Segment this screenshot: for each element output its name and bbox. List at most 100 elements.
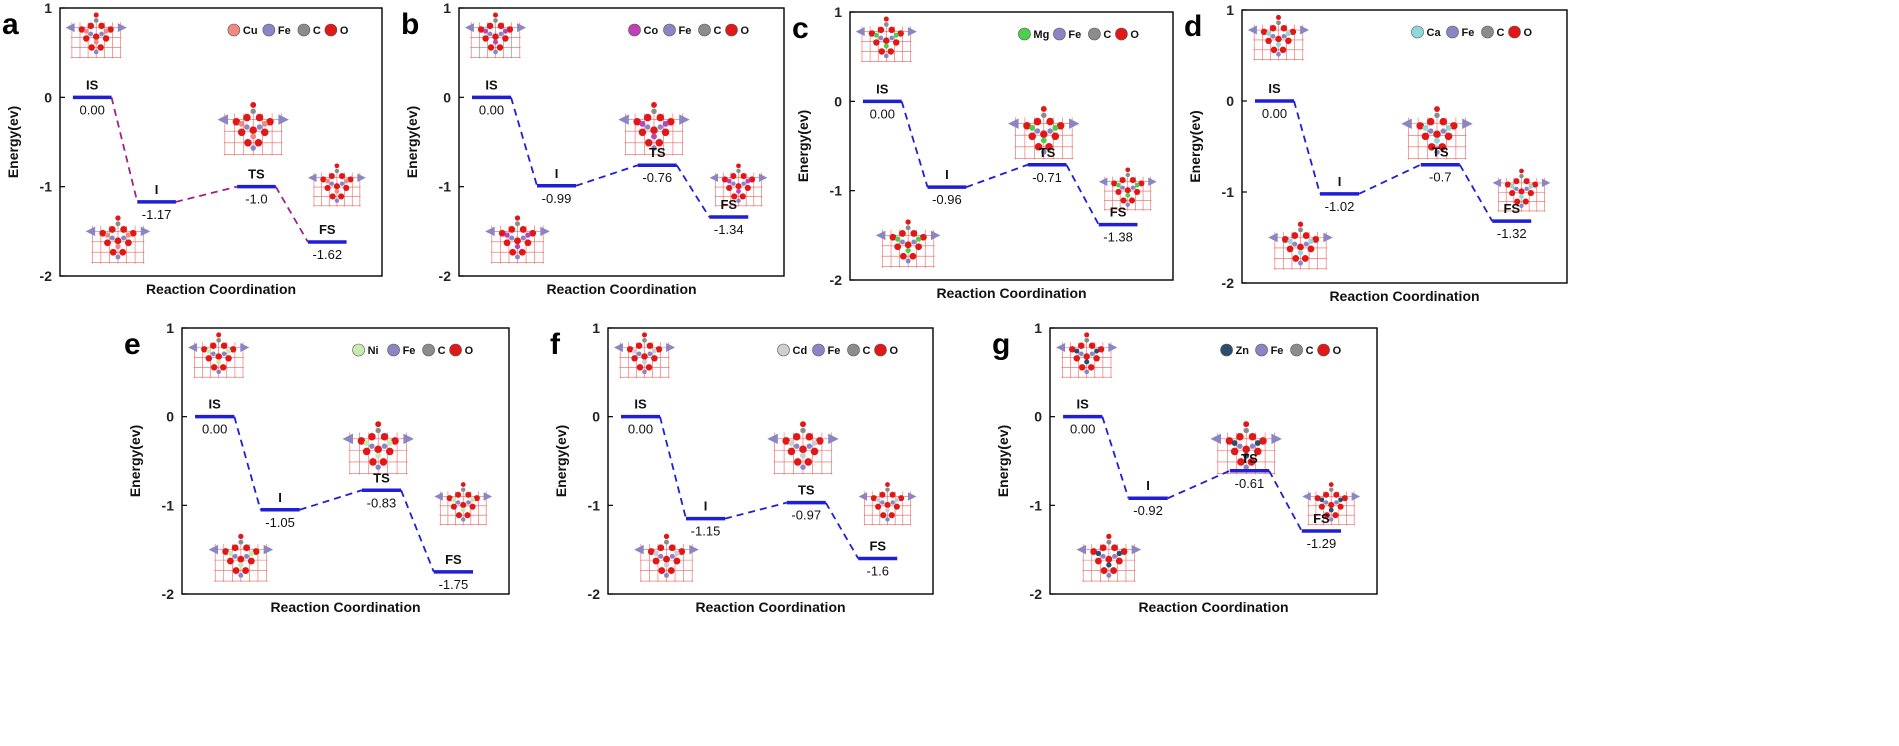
dopant-atom [375, 452, 382, 459]
crystal-structure-c-i [875, 219, 941, 268]
dopant-atom [885, 507, 890, 513]
o-atom [643, 113, 652, 122]
crystal-structure-d-ts [1401, 106, 1473, 160]
o-atom [1328, 501, 1335, 509]
c-atom [885, 487, 890, 492]
dopant-atom [895, 236, 901, 242]
o-atom [260, 128, 269, 137]
o-atom [631, 355, 638, 362]
y-axis-title: Energy(ev) [553, 425, 569, 497]
o-atom [868, 30, 876, 37]
x-axis-title: Reaction Coordination [146, 281, 296, 297]
state-label: TS [373, 470, 390, 485]
dopant-atom [492, 39, 499, 45]
o-atom [88, 44, 95, 51]
o-atom [369, 458, 377, 466]
dopant-atom [811, 440, 818, 446]
legend-marker [422, 343, 435, 357]
o-atom [1439, 117, 1448, 126]
o-atom [205, 355, 213, 362]
fe-atom [1089, 351, 1095, 357]
y-tick-label: -2 [162, 586, 175, 602]
y-tick-label: 0 [592, 409, 600, 425]
legend-marker [874, 343, 887, 357]
dopant-atom [238, 562, 244, 568]
fe-atom [1334, 500, 1339, 505]
y-axis-title: Energy(ev) [1187, 110, 1203, 182]
panel-letter: c [792, 12, 809, 45]
fe-atom [210, 351, 216, 357]
y-axis-title: Energy(ev) [127, 425, 143, 497]
o-atom [1045, 142, 1053, 151]
o-atom [514, 237, 521, 245]
state-label: TS [1039, 145, 1056, 160]
fe-atom [244, 553, 250, 559]
dopant-atom [1319, 497, 1325, 503]
y-tick-label: -1 [1030, 497, 1043, 513]
fe-atom [1041, 149, 1047, 155]
o-atom [792, 432, 801, 441]
c-atom [642, 337, 647, 343]
legend-marker [663, 23, 676, 37]
o-atom [1028, 132, 1037, 141]
o-atom [1124, 187, 1131, 194]
fe-atom [1514, 186, 1519, 192]
energy-value-label: -0.7 [1429, 170, 1451, 185]
o-atom [226, 557, 234, 565]
o-atom [455, 512, 463, 519]
legend-marker [1255, 343, 1268, 357]
fe-atom [1351, 492, 1361, 501]
panel-letter: e [124, 328, 141, 361]
crystal-structure-g-ts [1210, 421, 1282, 475]
o-atom [320, 176, 327, 183]
o-atom [1073, 355, 1081, 362]
fe-atom [669, 553, 675, 559]
fe-atom [905, 258, 911, 264]
crystal-structure-c-ts [1008, 106, 1080, 160]
o-atom [102, 35, 110, 42]
dopant-atom [663, 562, 670, 568]
o-atom [1242, 445, 1250, 454]
energy-value-label: -1.34 [714, 222, 744, 237]
c-atom [1276, 20, 1281, 26]
o-atom [782, 437, 790, 445]
dopant-atom [726, 178, 732, 184]
dopant-atom [1231, 440, 1238, 446]
o-atom [656, 113, 665, 122]
dopant-atom [1266, 31, 1272, 37]
o-atom [899, 252, 907, 260]
c-atom [250, 108, 256, 114]
c-atom [515, 221, 520, 227]
o-atom [464, 512, 471, 519]
legend-marker [1115, 27, 1128, 41]
o-atom [800, 421, 806, 428]
connector-line [575, 164, 639, 187]
fe-atom [278, 114, 289, 125]
o-atom [909, 252, 917, 260]
fe-atom [1427, 128, 1434, 134]
y-axis-title: Energy(ev) [795, 110, 811, 182]
fe-atom [1329, 517, 1334, 522]
legend-marker [1446, 25, 1459, 39]
o-atom [1328, 482, 1334, 487]
o-atom [362, 447, 371, 456]
fe-atom [1008, 118, 1019, 129]
fe-atom [1292, 241, 1298, 247]
state-label: FS [720, 197, 737, 212]
fe-atom [1462, 118, 1473, 129]
fe-atom [240, 343, 250, 353]
state-label: FS [1110, 205, 1127, 220]
o-atom [638, 128, 647, 137]
o-atom [108, 226, 116, 233]
o-atom [1416, 122, 1424, 130]
dopant-atom [873, 32, 879, 38]
dopant-atom [639, 120, 646, 127]
o-atom [1291, 232, 1299, 240]
crystal-structure-g-fs [1302, 482, 1361, 526]
o-atom [810, 447, 819, 456]
o-atom [636, 364, 644, 371]
o-atom [1514, 198, 1521, 205]
o-atom [243, 544, 250, 552]
fe-atom [666, 343, 676, 353]
fe-atom [308, 173, 317, 182]
